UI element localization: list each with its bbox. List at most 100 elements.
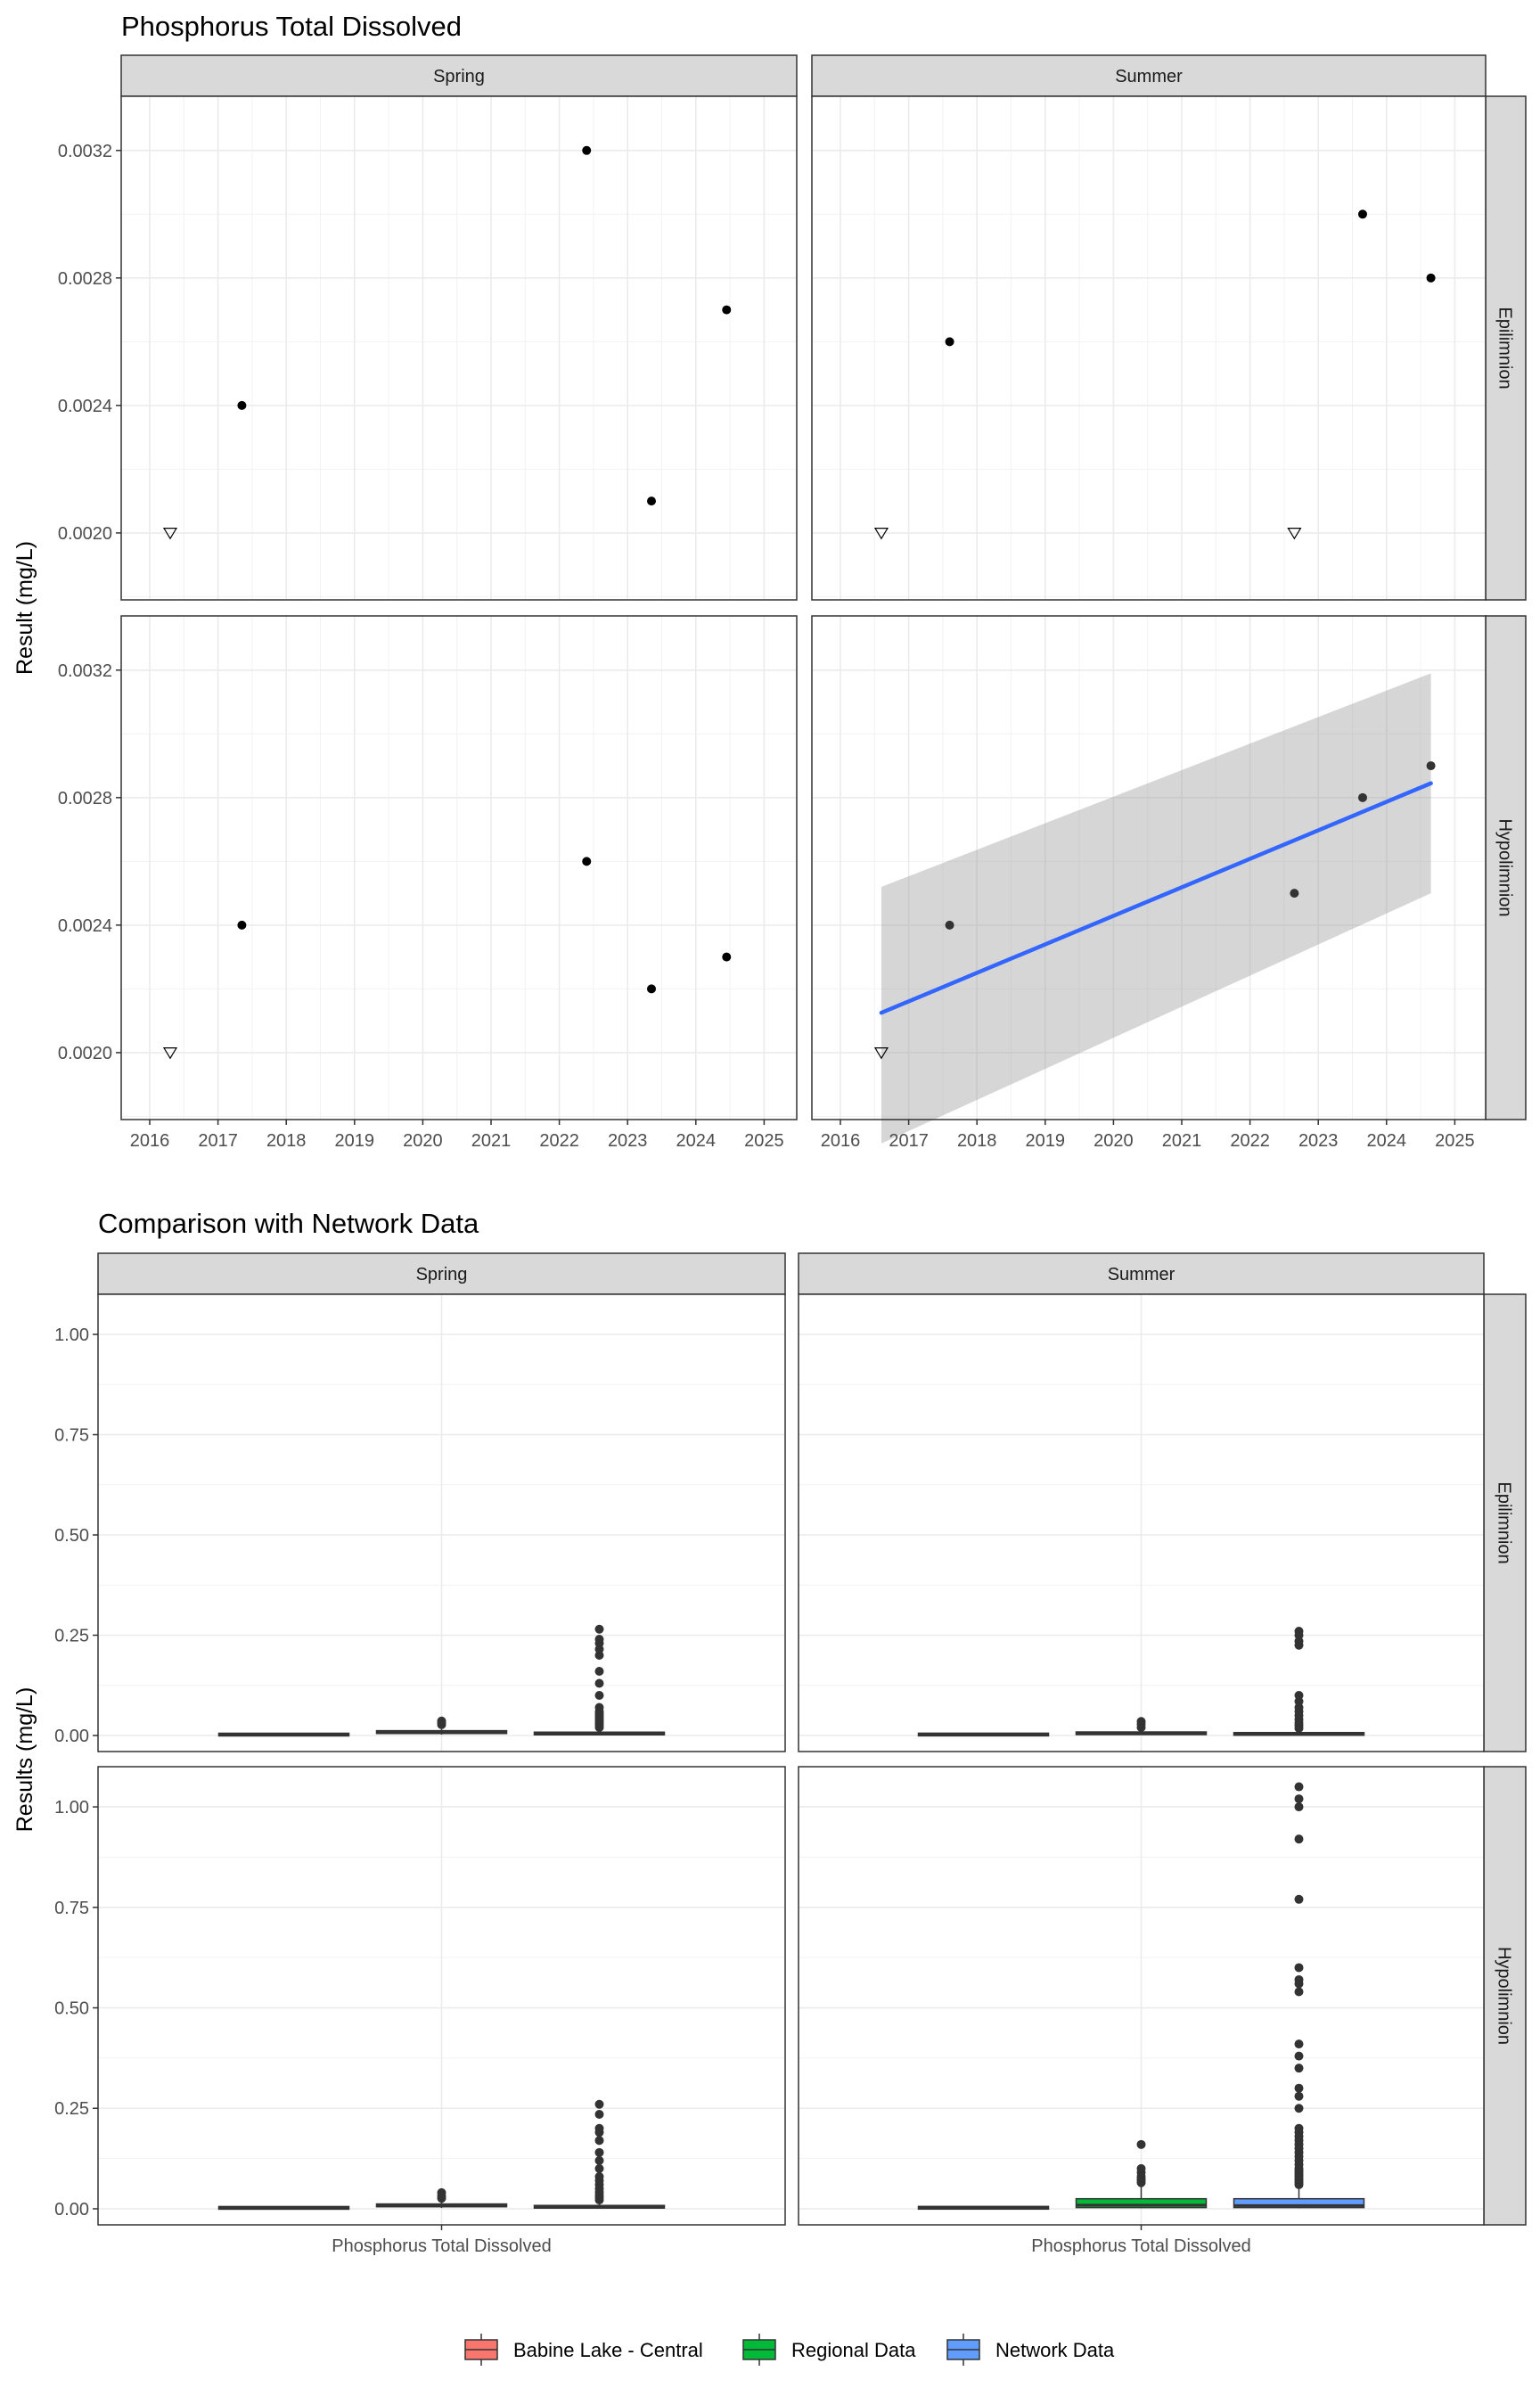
y-tick-label: 0.25 [54, 2099, 89, 2119]
panel-background [812, 616, 1486, 1120]
legend-item: Regional Data [742, 2334, 916, 2366]
facet-strip-label: Epilimnion [1495, 1481, 1514, 1563]
x-tick-label: 2018 [957, 1131, 997, 1151]
x-tick-label: Phosphorus Total Dissolved [1031, 2236, 1250, 2256]
panel-border [798, 1293, 1485, 1752]
facet-panel [798, 1766, 1485, 2226]
data-point [1426, 273, 1436, 283]
box-babine [917, 1732, 1050, 1737]
facet-strip-label: Summer [1108, 1265, 1175, 1284]
box-regional [375, 1716, 508, 1735]
panel-border [811, 95, 1487, 601]
non-detect-point [873, 1047, 889, 1060]
facet-strip-label: Hypolimnion [1495, 818, 1515, 916]
legend-item: Babine Lake - Central [464, 2334, 703, 2366]
panel-border [97, 1293, 786, 1752]
outlier-point [1294, 2104, 1304, 2113]
facet-panel [97, 1766, 786, 2226]
y-tick-label: 0.0020 [58, 524, 112, 544]
x-tick-label: 2017 [198, 1131, 238, 1151]
panel-background [812, 96, 1486, 600]
y-tick-label: 0.0028 [58, 269, 112, 289]
panel-border [811, 615, 1487, 1120]
y-tick-label: 0.25 [54, 1627, 89, 1646]
y-tick-label: 0.0032 [58, 142, 112, 161]
facet-strip-label: Spring [416, 1265, 468, 1284]
x-tick-label: 2024 [1367, 1131, 1407, 1151]
facet-strip-label: Hypolimnion [1495, 1947, 1514, 2045]
outlier-point [1294, 1894, 1304, 1904]
outlier-point [1294, 2123, 1304, 2133]
legend-label: Regional Data [791, 2339, 916, 2361]
y-tick-label: 0.0028 [58, 789, 112, 808]
box-babine [917, 2205, 1050, 2211]
y-tick-label: 0.75 [54, 1899, 89, 1918]
outlier-point [594, 1667, 604, 1676]
outlier-point [1136, 2139, 1146, 2149]
outlier-point [594, 2136, 604, 2146]
y-tick-label: 0.0032 [58, 661, 112, 681]
facet-strip-label: Spring [433, 67, 485, 86]
box-network [1233, 1782, 1365, 2209]
panel-border [120, 615, 798, 1120]
y-tick-label: 0.0024 [58, 916, 112, 936]
non-detect-point [1287, 528, 1302, 540]
outlier-point [1294, 2091, 1304, 2101]
box-regional [375, 2187, 508, 2209]
outlier-point [437, 1716, 446, 1726]
legend-item: Network Data [946, 2334, 1115, 2366]
data-point [582, 857, 592, 866]
x-tick-label: 2017 [889, 1131, 929, 1151]
non-detect-point [162, 1047, 178, 1060]
outlier-point [1294, 1691, 1304, 1700]
non-detect-point [873, 528, 889, 540]
data-point [1357, 792, 1367, 802]
x-tick-label: 2022 [539, 1131, 579, 1151]
x-tick-label: 2019 [335, 1131, 375, 1151]
y-tick-label: 0.00 [54, 2200, 89, 2220]
box-regional [1075, 2139, 1208, 2209]
y-tick-label: 1.00 [54, 1325, 89, 1345]
data-point [722, 952, 732, 962]
y-tick-label: 0.0024 [58, 397, 112, 416]
y-tick-label: 0.00 [54, 1727, 89, 1746]
confidence-band [881, 673, 1431, 1144]
data-point [582, 145, 592, 155]
facet-strip-label: Epilimnion [1495, 307, 1515, 389]
panel-background [121, 616, 797, 1120]
data-point [945, 920, 954, 930]
y-tick-label: 0.75 [54, 1426, 89, 1446]
data-point [1290, 889, 1299, 898]
x-tick-label: 2023 [608, 1131, 648, 1151]
x-tick-label: 2016 [130, 1131, 170, 1151]
facet-strip [97, 1252, 786, 1295]
panel-border [120, 95, 798, 601]
box-regional [1075, 1717, 1208, 1735]
x-tick-label: 2025 [744, 1131, 784, 1151]
facet-panel [120, 95, 798, 601]
outlier-point [1294, 1987, 1304, 1997]
box-babine [217, 1732, 350, 1737]
y-tick-label: 0.50 [54, 1999, 89, 2019]
x-tick-label: 2021 [471, 1131, 512, 1151]
outlier-point [1294, 1802, 1304, 1812]
outlier-point [1294, 1782, 1304, 1792]
outlier-point [594, 1635, 604, 1644]
facet-panel [811, 95, 1487, 601]
outlier-point [1294, 1834, 1304, 1844]
x-tick-label: 2019 [1026, 1131, 1066, 1151]
box-body [1075, 2197, 1208, 2209]
trend-line [879, 781, 1433, 1015]
y-tick-label: 0.0020 [58, 1044, 112, 1063]
facet-panel [120, 615, 798, 1120]
data-point [647, 984, 657, 994]
facet-strip [811, 54, 1487, 97]
y-axis-label: Results (mg/L) [12, 1687, 37, 1833]
x-tick-label: 2025 [1435, 1131, 1475, 1151]
outlier-point [594, 1691, 604, 1700]
outlier-point [1294, 1963, 1304, 1973]
data-point [1357, 209, 1367, 219]
x-tick-label: 2024 [676, 1131, 717, 1151]
outlier-point [1294, 2039, 1304, 2049]
facet-panel [97, 1293, 786, 1752]
